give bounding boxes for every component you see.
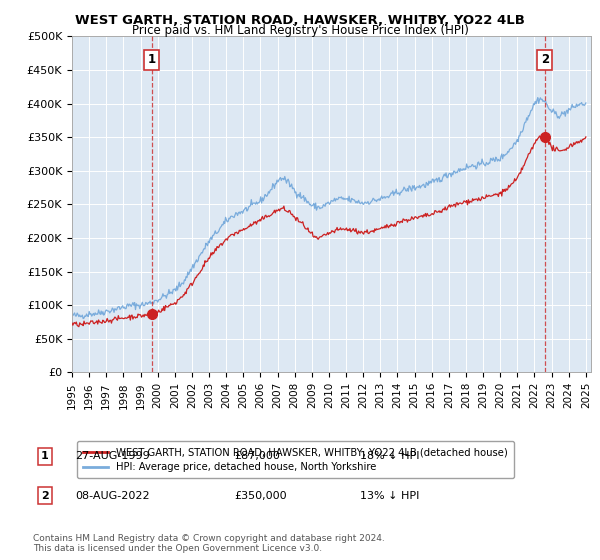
- Text: Price paid vs. HM Land Registry's House Price Index (HPI): Price paid vs. HM Land Registry's House …: [131, 24, 469, 37]
- Text: 27-AUG-1999: 27-AUG-1999: [75, 451, 150, 461]
- Text: 08-AUG-2022: 08-AUG-2022: [75, 491, 149, 501]
- Text: WEST GARTH, STATION ROAD, HAWSKER, WHITBY, YO22 4LB: WEST GARTH, STATION ROAD, HAWSKER, WHITB…: [75, 14, 525, 27]
- Text: £87,000: £87,000: [234, 451, 280, 461]
- Legend: WEST GARTH, STATION ROAD, HAWSKER, WHITBY, YO22 4LB (detached house), HPI: Avera: WEST GARTH, STATION ROAD, HAWSKER, WHITB…: [77, 441, 514, 478]
- Text: 18% ↓ HPI: 18% ↓ HPI: [360, 451, 419, 461]
- Text: 2: 2: [541, 53, 549, 67]
- Text: £350,000: £350,000: [234, 491, 287, 501]
- Text: Contains HM Land Registry data © Crown copyright and database right 2024.
This d: Contains HM Land Registry data © Crown c…: [33, 534, 385, 553]
- Text: 13% ↓ HPI: 13% ↓ HPI: [360, 491, 419, 501]
- Text: 2: 2: [41, 491, 49, 501]
- Text: 1: 1: [41, 451, 49, 461]
- Text: 1: 1: [148, 53, 156, 67]
